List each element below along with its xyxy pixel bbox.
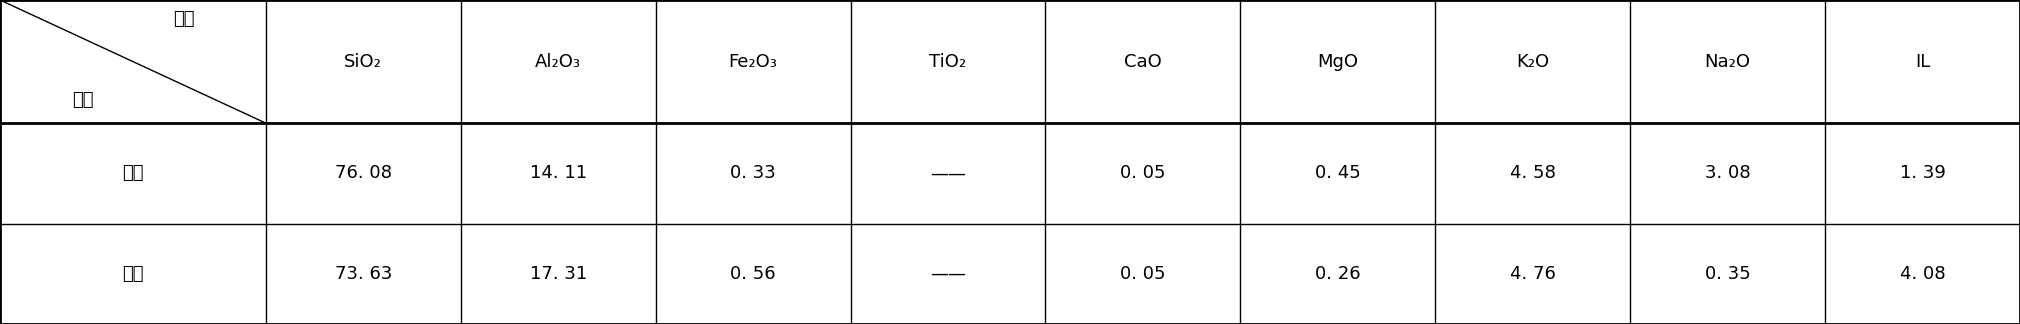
Text: 瓷砂: 瓷砂 bbox=[121, 265, 143, 283]
Text: 73. 63: 73. 63 bbox=[335, 265, 392, 283]
Text: ——: —— bbox=[929, 164, 966, 182]
Text: 0. 35: 0. 35 bbox=[1705, 265, 1751, 283]
Text: MgO: MgO bbox=[1317, 52, 1357, 71]
Text: 76. 08: 76. 08 bbox=[335, 164, 392, 182]
Text: Na₂O: Na₂O bbox=[1705, 52, 1751, 71]
Text: 0. 45: 0. 45 bbox=[1315, 164, 1361, 182]
Text: 0. 26: 0. 26 bbox=[1315, 265, 1361, 283]
Text: TiO₂: TiO₂ bbox=[929, 52, 966, 71]
Text: CaO: CaO bbox=[1123, 52, 1162, 71]
Text: K₂O: K₂O bbox=[1517, 52, 1549, 71]
Text: 4. 08: 4. 08 bbox=[1899, 265, 1945, 283]
Text: IL: IL bbox=[1915, 52, 1931, 71]
Text: Fe₂O₃: Fe₂O₃ bbox=[729, 52, 778, 71]
Text: 0. 05: 0. 05 bbox=[1121, 164, 1166, 182]
Text: 4. 76: 4. 76 bbox=[1509, 265, 1555, 283]
Text: 3. 08: 3. 08 bbox=[1705, 164, 1751, 182]
Text: 14. 11: 14. 11 bbox=[529, 164, 586, 182]
Text: 名称: 名称 bbox=[71, 91, 93, 110]
Text: SiO₂: SiO₂ bbox=[343, 52, 382, 71]
Text: 4. 58: 4. 58 bbox=[1509, 164, 1555, 182]
Text: 长石: 长石 bbox=[121, 164, 143, 182]
Text: 0. 05: 0. 05 bbox=[1121, 265, 1166, 283]
Text: 1. 39: 1. 39 bbox=[1899, 164, 1945, 182]
Text: ——: —— bbox=[929, 265, 966, 283]
Text: Al₂O₃: Al₂O₃ bbox=[535, 52, 582, 71]
Text: 0. 56: 0. 56 bbox=[731, 265, 776, 283]
Text: 0. 33: 0. 33 bbox=[729, 164, 776, 182]
Text: 组成: 组成 bbox=[172, 10, 194, 29]
Text: 17. 31: 17. 31 bbox=[529, 265, 586, 283]
